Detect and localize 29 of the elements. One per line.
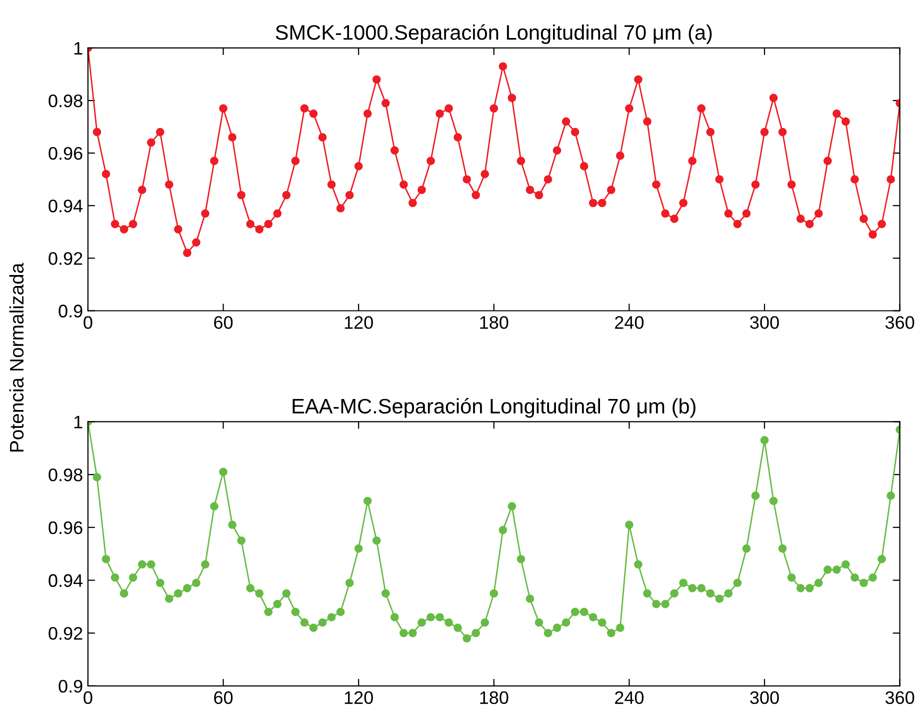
y-tick-label: 0.94 <box>48 574 83 587</box>
y-axis-title: Potencia Normalizada <box>9 262 24 452</box>
chart-title: EAA-MC.Separación Longitudinal 70 μm (b) <box>292 398 696 418</box>
x-tick-label: 240 <box>615 316 644 329</box>
x-tick-label: 360 <box>885 691 914 704</box>
x-tick-label: 180 <box>480 691 508 704</box>
x-tick-label: 180 <box>480 316 508 329</box>
x-tick-label: 360 <box>885 316 914 329</box>
x-tick-label: 300 <box>750 691 779 704</box>
y-tick-label: 0.96 <box>48 147 82 160</box>
y-tick-label: 0.9 <box>58 304 82 318</box>
y-tick-label: 0.92 <box>48 252 82 265</box>
x-tick-label: 60 <box>214 316 233 329</box>
y-tick-label: 0.98 <box>48 94 82 108</box>
x-tick-label: 120 <box>344 691 373 704</box>
x-tick-label: 0 <box>84 691 92 704</box>
x-tick-label: 120 <box>344 316 373 329</box>
y-tick-label: 1 <box>74 42 82 55</box>
y-tick-label: 0.96 <box>48 521 82 534</box>
x-tick-label: 0 <box>84 316 92 329</box>
y-tick-label: 0.9 <box>58 680 82 693</box>
chart-title: SMCK-1000.Separación Longitudinal 70 μm (a) <box>276 24 712 44</box>
y-tick-label: 1 <box>74 416 82 428</box>
x-tick-label: 60 <box>214 691 233 704</box>
y-tick-label: 0.98 <box>48 468 82 482</box>
y-tick-label: 0.92 <box>48 627 82 640</box>
x-tick-label: 240 <box>615 691 644 704</box>
x-tick-label: 300 <box>750 316 779 329</box>
y-tick-label: 0.94 <box>48 200 83 212</box>
